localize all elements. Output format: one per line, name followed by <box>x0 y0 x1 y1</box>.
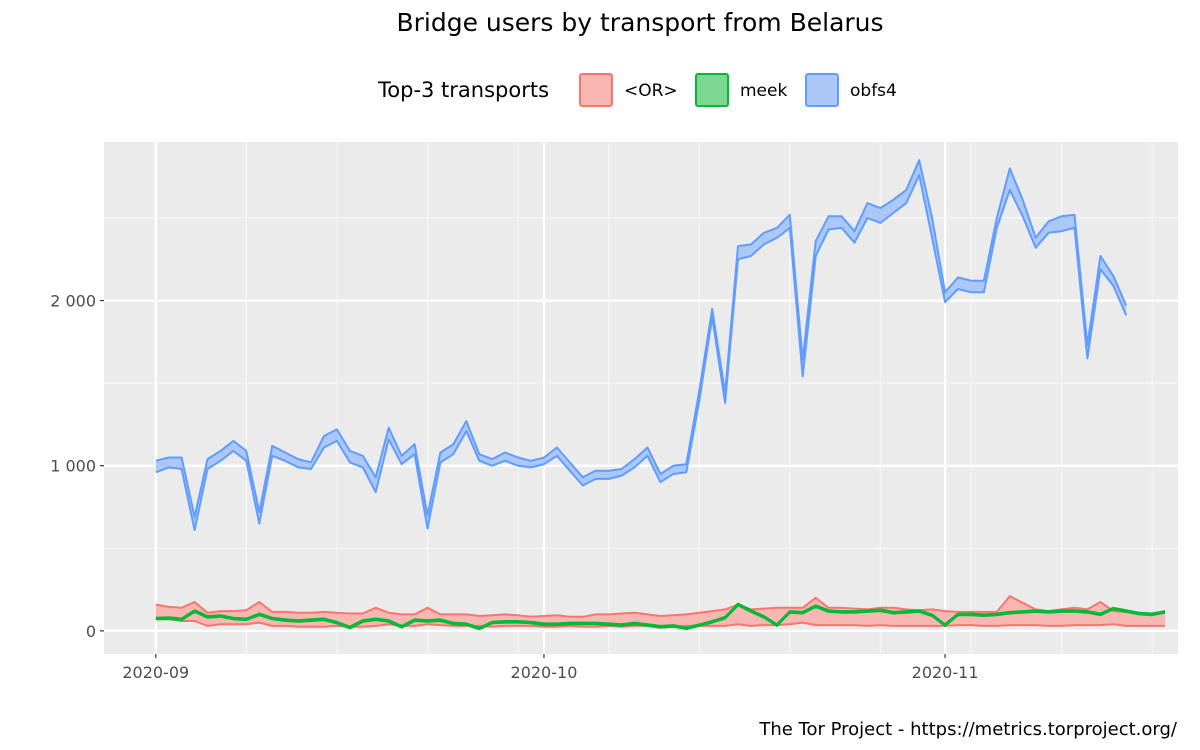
series-ribbon-2 <box>155 160 1127 531</box>
series-lower-line-2 <box>155 174 1128 532</box>
legend-label-2: obfs4 <box>850 81 897 101</box>
legend: Top-3 transports <OR> meek obfs4 <box>377 73 897 107</box>
y-tick-label: 0 <box>86 622 96 641</box>
series-layer <box>155 159 1166 631</box>
credit-text: The Tor Project - https://metrics.torpro… <box>758 719 1178 740</box>
major-gridlines <box>104 142 1178 654</box>
legend-key-2 <box>805 73 839 107</box>
x-tick-label: 2020-10 <box>511 663 578 682</box>
series-1 <box>155 602 1166 631</box>
series-lower-line-1 <box>155 604 1166 631</box>
legend-title: Top-3 transports <box>377 78 549 102</box>
legend-label-0: <OR> <box>624 81 678 101</box>
y-tick-label: 1 000 <box>50 457 96 476</box>
series-upper-line-2 <box>155 159 1128 518</box>
plot-panel <box>104 142 1178 654</box>
x-tick-label: 2020-11 <box>912 663 979 682</box>
x-tick-label: 2020-09 <box>122 663 189 682</box>
series-ribbon-0 <box>155 596 1166 628</box>
axes: 0 1 000 2 000 2020-09 2020-10 2020-11 <box>50 292 978 682</box>
series-2 <box>155 159 1128 532</box>
legend-key-1 <box>695 73 729 107</box>
legend-label-1: meek <box>740 81 787 101</box>
series-upper-line-1 <box>155 602 1166 629</box>
series-upper-line-0 <box>155 595 1166 618</box>
chart-title: Bridge users by transport from Belarus <box>396 8 883 37</box>
legend-key-0 <box>579 73 613 107</box>
y-tick-label: 2 000 <box>50 292 96 311</box>
